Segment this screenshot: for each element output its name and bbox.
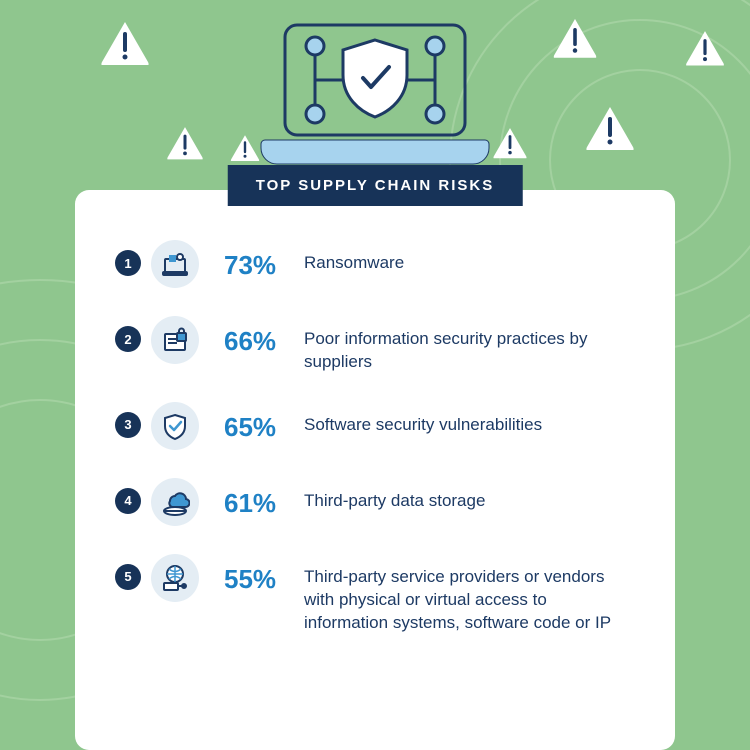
risk-row: 4 61%Third-party data storage — [115, 478, 635, 526]
risk-label: Third-party service providers or vendors… — [304, 554, 635, 635]
risk-label: Ransomware — [304, 240, 404, 275]
risk-row: 2 66%Poor information security practices … — [115, 316, 635, 374]
risk-row: 1 73%Ransomware — [115, 240, 635, 288]
rank-badge: 3 — [115, 412, 141, 438]
risk-percent: 66% — [224, 316, 304, 357]
hero-illustration — [245, 10, 505, 180]
warning-icon — [100, 20, 150, 65]
risk-row: 5 55%Third-party service providers or ven… — [115, 554, 635, 635]
risk-row: 3 65%Software security vulnerabilities — [115, 402, 635, 450]
risk-label: Third-party data storage — [304, 478, 485, 513]
ransomware-icon — [151, 240, 199, 288]
rank-badge: 5 — [115, 564, 141, 590]
title-badge: TOP SUPPLY CHAIN RISKS — [228, 165, 523, 206]
risk-percent: 65% — [224, 402, 304, 443]
risk-percent: 73% — [224, 240, 304, 281]
warning-icon — [553, 17, 598, 58]
lock-doc-icon — [151, 316, 199, 364]
risk-label: Poor information security practices by s… — [304, 316, 635, 374]
warning-icon — [166, 126, 204, 160]
rank-badge: 4 — [115, 488, 141, 514]
risks-card: 1 73%Ransomware 2 66%Poor information secur… — [75, 190, 675, 750]
rank-badge: 1 — [115, 250, 141, 276]
rank-badge: 2 — [115, 326, 141, 352]
warning-icon — [585, 105, 635, 150]
cloud-storage-icon — [151, 478, 199, 526]
warning-icon — [685, 30, 725, 66]
globe-network-icon — [151, 554, 199, 602]
risk-label: Software security vulnerabilities — [304, 402, 542, 437]
risk-percent: 55% — [224, 554, 304, 595]
risk-percent: 61% — [224, 478, 304, 519]
shield-check-icon — [151, 402, 199, 450]
